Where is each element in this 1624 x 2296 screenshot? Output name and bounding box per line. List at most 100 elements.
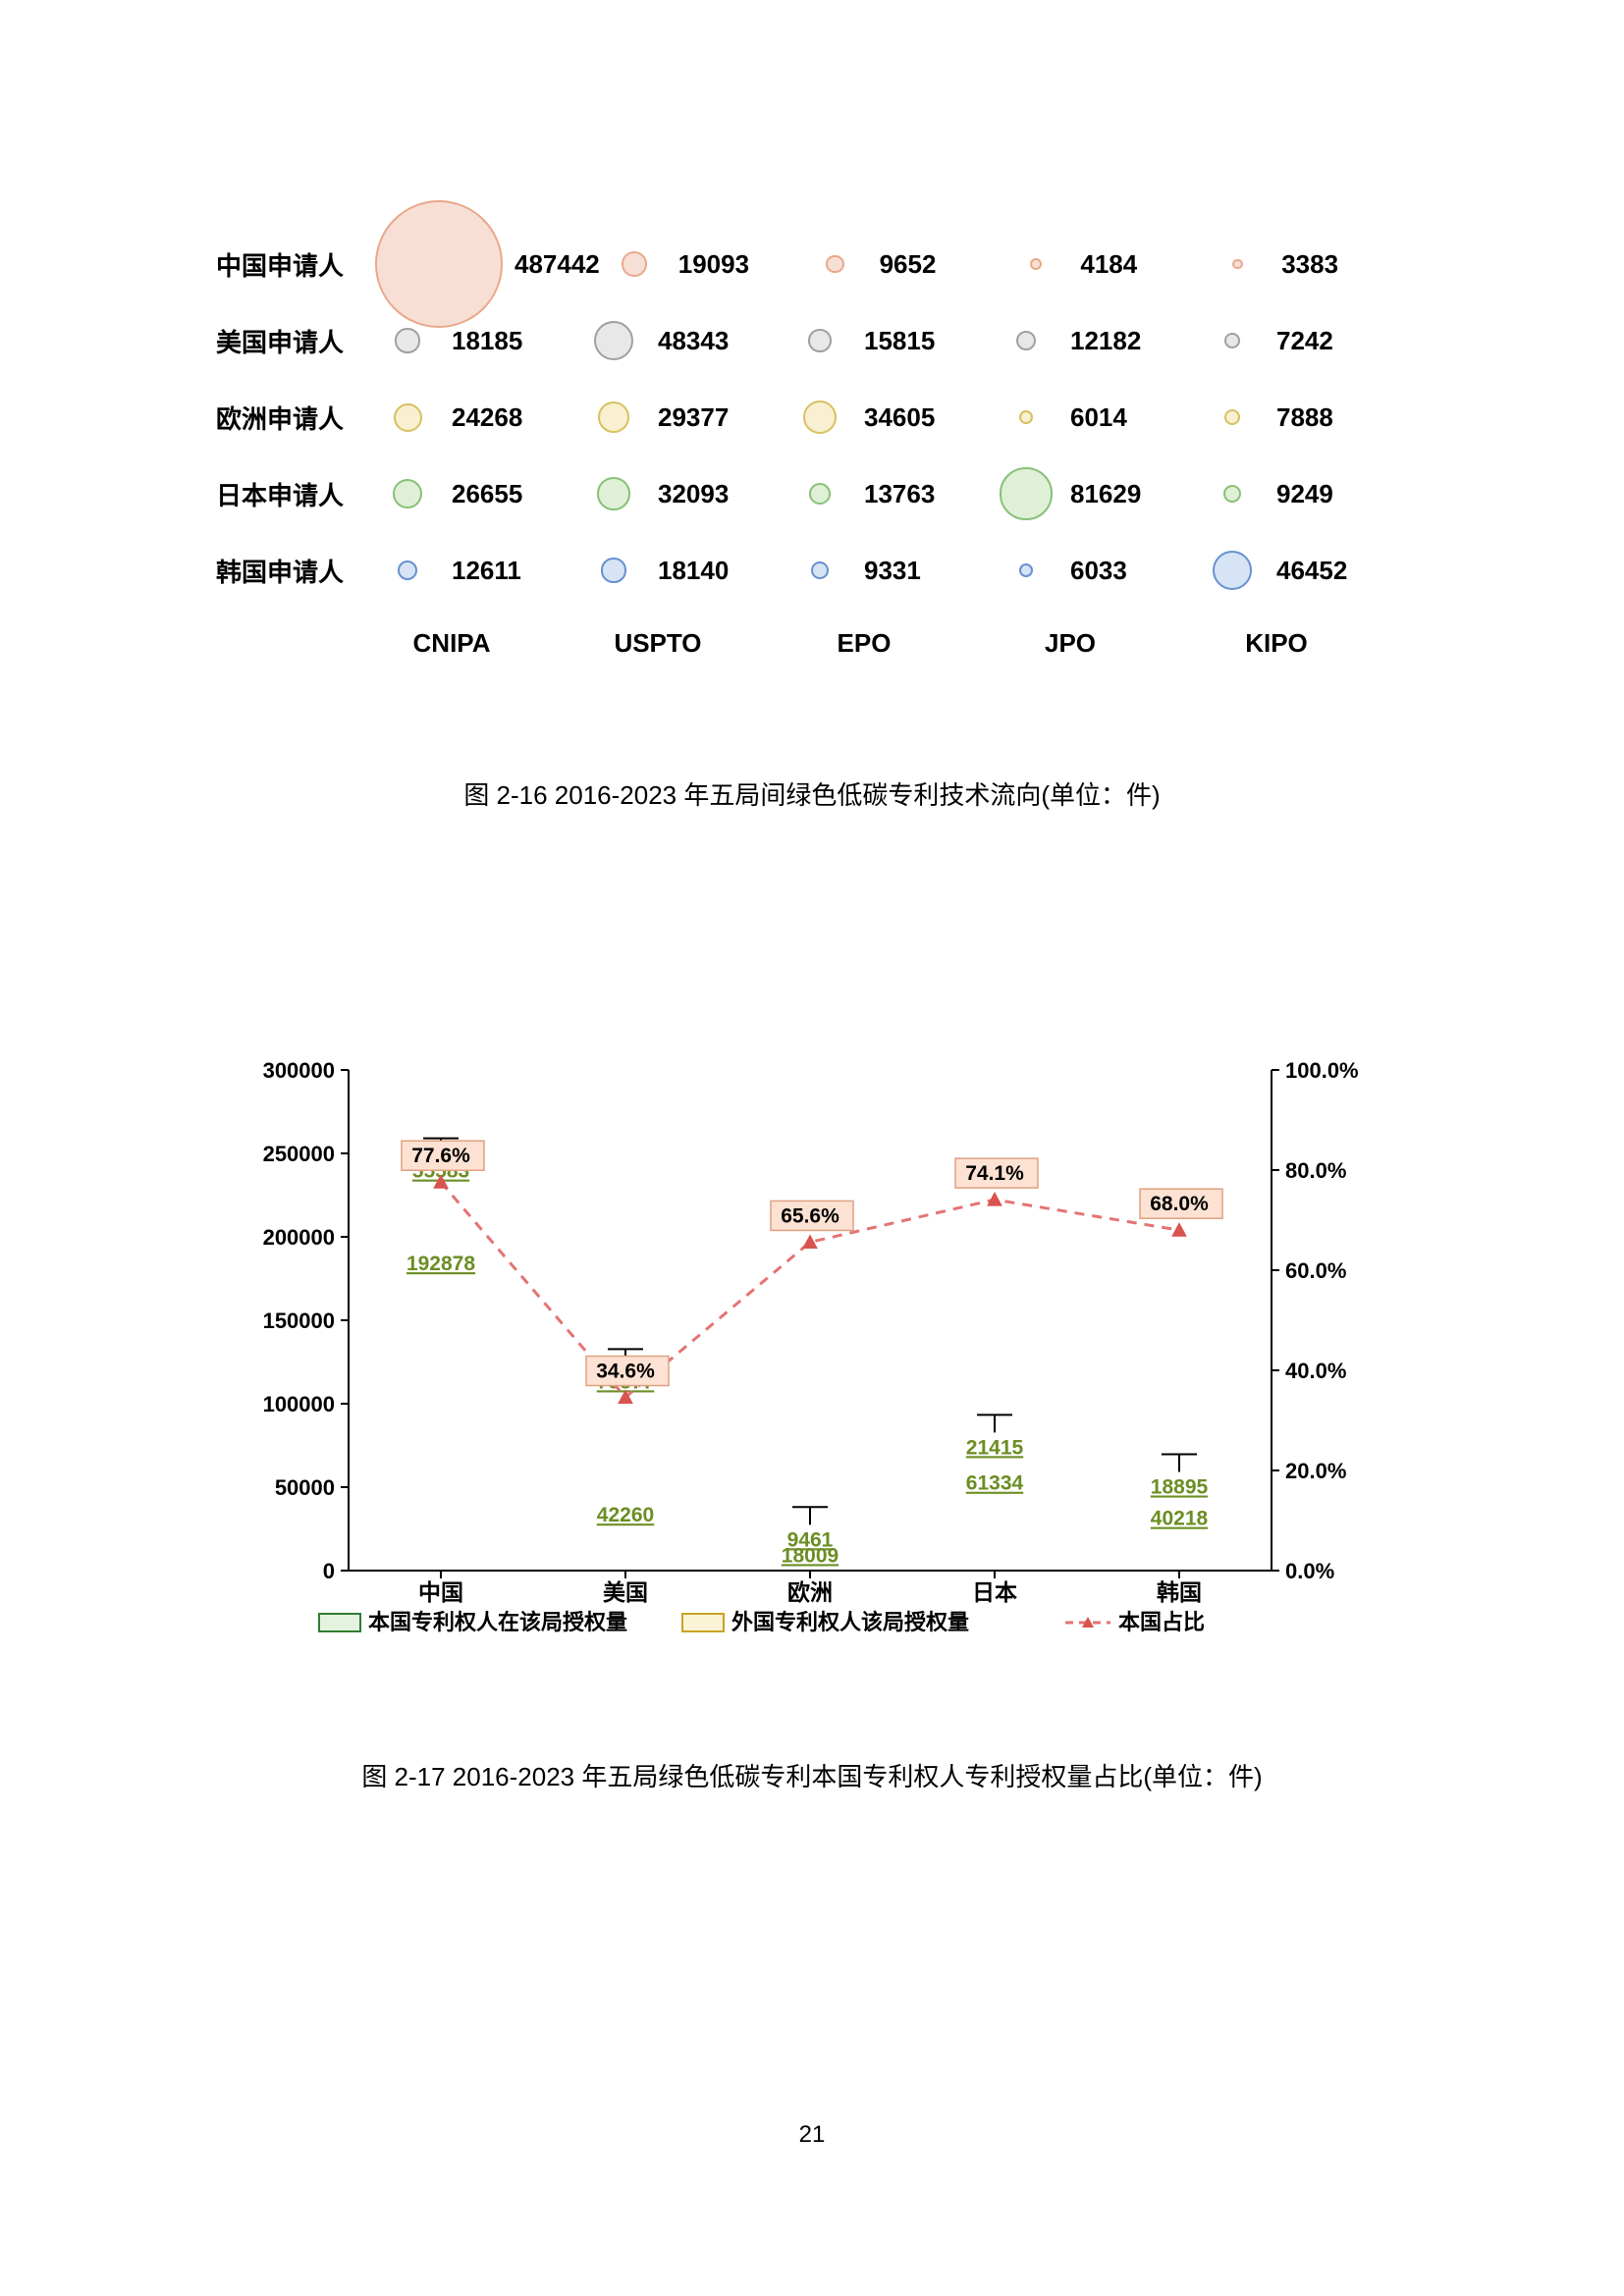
category-label: 美国	[603, 1579, 648, 1605]
bar-foreign-value: 18895	[1151, 1476, 1209, 1499]
bubble-x-label: EPO	[785, 628, 992, 659]
category-label: 日本	[972, 1579, 1017, 1605]
bubble-row-label: 欧洲申请人	[216, 400, 373, 436]
category-label: 韩国	[1157, 1579, 1202, 1605]
bar-foreign-value: 21415	[966, 1436, 1024, 1459]
bubble-cell: 81629	[992, 467, 1198, 519]
bubble-cell: 13763	[785, 479, 992, 509]
bubble-chart: 中国申请人48744219093965241843383美国申请人1818548…	[216, 226, 1404, 648]
bubble-row: 日本申请人 26655 32093 13763 81629 9249	[216, 455, 1404, 532]
pct-label: 65.6%	[781, 1204, 839, 1227]
bubble-cell: 18140	[579, 556, 785, 586]
bubble-row: 韩国申请人 12611 18140 9331 6033 46452	[216, 532, 1404, 609]
legend-label: 外国专利权人该局授权量	[731, 1610, 969, 1634]
bubble-value: 9249	[1276, 479, 1333, 509]
bubble-circle	[1232, 259, 1243, 270]
legend-swatch	[682, 1614, 724, 1631]
bar-domestic-value: 42260	[597, 1504, 654, 1526]
figure-caption-2: 图 2-17 2016-2023 年五局绿色低碳专利本国专利权人专利授权量占比(…	[0, 1757, 1624, 1793]
bubble-cell: 3383	[1203, 249, 1404, 280]
bubble-value: 13763	[864, 479, 935, 509]
y-right-tick-label: 60.0%	[1285, 1258, 1346, 1283]
category-label: 中国	[418, 1579, 463, 1605]
bubble-row-label: 日本申请人	[216, 476, 373, 512]
y-left-tick-label: 0	[323, 1559, 335, 1583]
bubble-cell: 29377	[579, 401, 785, 433]
figure-caption-1: 图 2-16 2016-2023 年五局间绿色低碳专利技术流向(单位：件)	[0, 775, 1624, 812]
page-number: 21	[0, 2121, 1624, 2149]
bubble-cell: 7242	[1198, 326, 1404, 356]
bubble-value: 9652	[880, 249, 937, 280]
bubble-cell: 19093	[600, 249, 801, 280]
y-left-tick-label: 50000	[275, 1475, 335, 1500]
bubble-row: 欧洲申请人24268293773460560147888	[216, 379, 1404, 455]
legend-label: 本国占比	[1118, 1610, 1205, 1634]
bubble-cell: 26655	[373, 479, 579, 509]
bubble-value: 6014	[1070, 402, 1127, 433]
bubble-circle	[395, 328, 419, 352]
bubble-cell: 9331	[785, 556, 992, 586]
bubble-row-label: 韩国申请人	[216, 553, 373, 589]
y-left-tick-label: 200000	[263, 1225, 335, 1250]
bubble-x-label: JPO	[992, 628, 1198, 659]
bubble-cell: 46452	[1198, 551, 1404, 590]
bubble-circle	[1019, 410, 1033, 424]
bubble-cell: 12611	[373, 556, 579, 586]
bubble-circle	[597, 477, 629, 509]
bubble-cell: 9652	[801, 249, 1002, 280]
bubble-circle	[1213, 551, 1252, 590]
bubble-value: 9331	[864, 556, 921, 586]
y-left-tick-label: 250000	[263, 1142, 335, 1166]
bubble-x-label: USPTO	[579, 628, 785, 659]
y-left-tick-label: 100000	[263, 1392, 335, 1416]
y-left-tick-label: 300000	[263, 1058, 335, 1083]
bubble-value: 15815	[864, 326, 935, 356]
bubble-value: 24268	[452, 402, 522, 433]
y-right-tick-label: 40.0%	[1285, 1359, 1346, 1383]
bar-domestic-value: 192878	[406, 1253, 475, 1275]
bubble-cell: 6014	[992, 402, 1198, 433]
bubble-cell: 18185	[373, 326, 579, 356]
bubble-circle	[1016, 331, 1037, 351]
bar-foreign-value: 9461	[787, 1528, 834, 1551]
bubble-value: 6033	[1070, 556, 1127, 586]
bubble-circle	[598, 401, 629, 433]
bubble-x-label: KIPO	[1198, 628, 1404, 659]
bubble-value: 3383	[1281, 249, 1338, 280]
bubble-value: 18140	[658, 556, 729, 586]
bubble-cell: 32093	[579, 477, 785, 509]
pct-marker	[988, 1193, 1001, 1205]
bubble-value: 7888	[1276, 402, 1333, 433]
bubble-circle	[601, 558, 625, 582]
bubble-cell: 6033	[992, 556, 1198, 586]
bubble-value: 81629	[1070, 479, 1141, 509]
bubble-value: 487442	[514, 249, 600, 280]
y-right-tick-label: 80.0%	[1285, 1158, 1346, 1183]
pct-label: 68.0%	[1150, 1193, 1209, 1215]
category-label: 欧洲	[787, 1579, 833, 1605]
bubble-circle	[826, 255, 843, 273]
bubble-circle	[1223, 485, 1241, 503]
y-left-tick-label: 150000	[263, 1308, 335, 1333]
bubble-value: 46452	[1276, 556, 1347, 586]
bubble-value: 26655	[452, 479, 522, 509]
bubble-circle	[1224, 333, 1240, 348]
pct-label: 77.6%	[411, 1145, 470, 1167]
bubble-row-label: 中国申请人	[216, 246, 373, 283]
bubble-value: 19093	[678, 249, 749, 280]
bubble-cell: 7888	[1198, 402, 1404, 433]
bubble-cell: 4184	[1001, 249, 1203, 280]
bubble-value: 12611	[452, 556, 521, 586]
y-right-tick-label: 0.0%	[1285, 1559, 1334, 1583]
pct-label: 34.6%	[596, 1361, 655, 1383]
bubble-circle	[398, 561, 418, 581]
bubble-cell: 24268	[373, 402, 579, 433]
bubble-value: 4184	[1080, 249, 1137, 280]
bubble-cell: 15815	[785, 326, 992, 356]
bubble-circle	[394, 403, 422, 432]
bubble-value: 32093	[658, 479, 729, 509]
bubble-circle	[375, 200, 503, 328]
legend-swatch	[319, 1614, 360, 1631]
bar-domestic-value: 61334	[966, 1472, 1024, 1495]
bubble-circle	[393, 479, 422, 508]
